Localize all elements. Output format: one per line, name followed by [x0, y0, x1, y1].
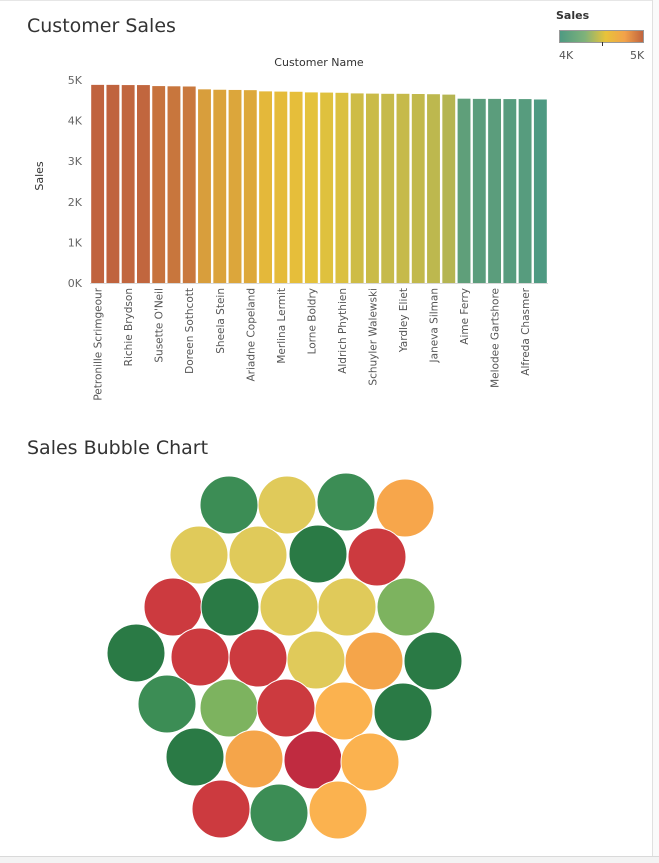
- x-tick-label: Richie Brydson: [123, 288, 135, 366]
- x-tick-label: Merlina Lermit: [276, 288, 288, 364]
- y-tick-label: 3K: [68, 155, 83, 168]
- legend-title: Sales: [556, 9, 590, 22]
- sales-bar[interactable]: [503, 99, 517, 283]
- sales-bar[interactable]: [106, 84, 120, 283]
- sales-bar[interactable]: [259, 91, 272, 283]
- customer-sales-bar-chart[interactable]: Customer Name Sales 0K 1K 2K 3K 4K 5K Petronille…: [0, 50, 600, 420]
- sales-bar[interactable]: [427, 94, 440, 284]
- sales-bubble[interactable]: [106, 623, 166, 683]
- sales-bubble[interactable]: [199, 475, 259, 535]
- sales-bubble[interactable]: [403, 631, 463, 691]
- sales-bubble[interactable]: [165, 727, 225, 787]
- sales-bar[interactable]: [335, 92, 349, 283]
- sales-bubble[interactable]: [228, 628, 288, 688]
- y-tick-label: 1K: [68, 236, 83, 249]
- x-tick-label: Susette O'Neil: [154, 288, 166, 363]
- sheet-title-customer-sales: Customer Sales: [27, 15, 176, 37]
- sales-bar[interactable]: [533, 99, 547, 283]
- y-tick-label: 0K: [68, 277, 83, 290]
- y-axis-title: Sales: [33, 161, 46, 191]
- sales-bubble[interactable]: [228, 525, 288, 585]
- window-right-border: [652, 0, 659, 863]
- sales-bar[interactable]: [137, 85, 150, 283]
- sales-bar[interactable]: [228, 89, 242, 284]
- sales-bar[interactable]: [152, 86, 166, 283]
- sales-bar[interactable]: [198, 89, 211, 283]
- sales-bubble[interactable]: [249, 783, 309, 843]
- sales-bar[interactable]: [182, 86, 196, 283]
- sales-bar[interactable]: [121, 85, 135, 283]
- sales-bubble[interactable]: [373, 682, 433, 742]
- sales-bar[interactable]: [304, 92, 318, 283]
- sales-bubble[interactable]: [259, 577, 319, 637]
- sales-bar[interactable]: [381, 93, 395, 283]
- legend-gradient-bar: [559, 30, 644, 43]
- x-tick-label: Lorne Boldry: [306, 288, 318, 354]
- sales-bar[interactable]: [366, 93, 379, 283]
- sales-bubble[interactable]: [200, 577, 260, 637]
- x-tick-label: Melodee Gartshore: [490, 288, 502, 388]
- sales-bar[interactable]: [289, 91, 303, 283]
- y-tick-label: 5K: [68, 74, 83, 87]
- x-tick-label: Doreen Sothcott: [184, 288, 196, 374]
- sales-bar[interactable]: [243, 90, 257, 284]
- sales-bubble[interactable]: [170, 627, 230, 687]
- sales-bubble[interactable]: [347, 527, 407, 587]
- sales-bar[interactable]: [396, 93, 410, 283]
- sales-bubble[interactable]: [143, 577, 203, 637]
- sales-bar[interactable]: [488, 98, 501, 283]
- sales-bar[interactable]: [518, 99, 532, 283]
- sales-bubble[interactable]: [169, 525, 229, 585]
- sales-bar[interactable]: [213, 89, 227, 283]
- x-tick-label: Aime Ferry: [459, 288, 471, 345]
- x-tick-label: Sheela Stein: [215, 288, 227, 354]
- sales-bubble[interactable]: [199, 678, 259, 738]
- legend-min-label: 4K: [559, 49, 574, 62]
- sales-color-legend[interactable]: Sales 4K 5K: [556, 9, 651, 69]
- sales-bar[interactable]: [442, 94, 456, 283]
- y-tick-label: 2K: [68, 196, 83, 209]
- sales-bubble[interactable]: [317, 577, 377, 637]
- sales-bar[interactable]: [274, 91, 288, 283]
- sales-bubble[interactable]: [344, 631, 404, 691]
- sales-bar[interactable]: [457, 98, 471, 283]
- sheet-title-sales-bubble-chart: Sales Bubble Chart: [27, 437, 209, 459]
- sales-bubble[interactable]: [314, 681, 374, 741]
- x-tick-label: Alfreda Chasmer: [520, 287, 532, 375]
- sales-bubble-chart[interactable]: [0, 465, 520, 845]
- sales-bubble[interactable]: [375, 478, 435, 538]
- sales-bar[interactable]: [350, 93, 364, 283]
- sales-bubble[interactable]: [288, 524, 348, 584]
- sales-bar[interactable]: [167, 86, 181, 283]
- sales-bubble[interactable]: [191, 779, 251, 839]
- sales-bar[interactable]: [91, 84, 105, 283]
- x-tick-label: Aldrich Phythien: [337, 288, 349, 374]
- y-tick-label: 4K: [68, 115, 83, 128]
- sales-bubble[interactable]: [257, 475, 317, 535]
- legend-marker: [602, 42, 603, 46]
- sales-bubble[interactable]: [308, 780, 368, 840]
- window-top-border: [0, 0, 659, 5]
- legend-max-label: 5K: [630, 49, 645, 62]
- sales-bar[interactable]: [320, 92, 334, 283]
- sales-bar[interactable]: [472, 98, 486, 283]
- sales-bubble[interactable]: [224, 729, 284, 789]
- sales-bubble[interactable]: [283, 730, 343, 790]
- sales-bar[interactable]: [411, 94, 425, 283]
- sales-bubble[interactable]: [137, 674, 197, 734]
- x-tick-label: Petronille Scrimgeour: [93, 287, 105, 400]
- x-tick-label: Janeva Silman: [429, 288, 441, 363]
- sales-bubble[interactable]: [340, 732, 400, 792]
- x-tick-label: Ariadne Copeland: [245, 288, 257, 382]
- x-tick-label: Yardley Eliet: [398, 288, 410, 353]
- sales-bubble[interactable]: [376, 577, 436, 637]
- sales-bubble[interactable]: [256, 678, 316, 738]
- window-bottom-border: [0, 856, 659, 863]
- x-tick-label: Schuyler Walewski: [367, 288, 379, 386]
- column-header-label: Customer Name: [274, 56, 364, 69]
- sales-bubble[interactable]: [316, 472, 376, 532]
